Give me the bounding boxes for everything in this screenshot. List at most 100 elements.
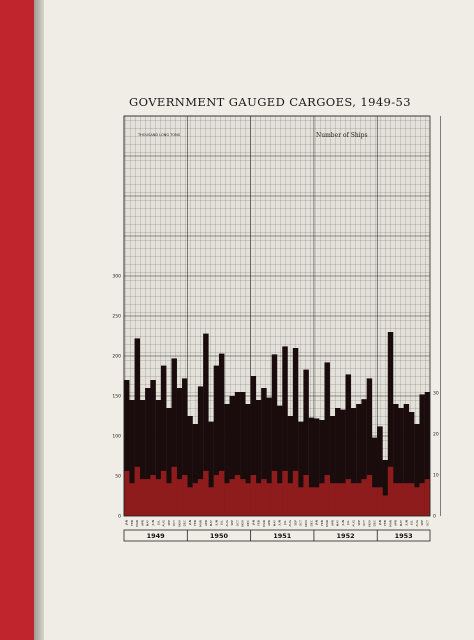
bar-ships xyxy=(319,483,325,516)
year-label: 1951 xyxy=(273,532,292,540)
bar-ships xyxy=(255,483,262,516)
month-label: MAR xyxy=(325,520,329,527)
bar-ships xyxy=(308,487,315,516)
bar-tons xyxy=(208,421,214,516)
month-label: MAR xyxy=(388,520,392,527)
chart-title: GOVERNMENT GAUGED CARGOES, 1949-53 xyxy=(129,95,411,109)
bar-tons xyxy=(282,346,288,516)
bar-tons xyxy=(324,362,330,516)
bar-tons xyxy=(255,400,262,516)
month-label: APR xyxy=(267,520,271,526)
month-label: APR xyxy=(140,520,144,526)
y2-tick-label: 10 xyxy=(433,473,439,479)
year-label: 1952 xyxy=(337,532,355,540)
bar-tons xyxy=(308,417,315,516)
month-labels: JAN FEB MAR APR MAY JUN JUL AUG SEP OCT NOV DEC JAN F… xyxy=(125,519,430,527)
month-label: AUG xyxy=(352,519,356,526)
y-tick-label: 200 xyxy=(112,354,121,360)
bar-tons xyxy=(303,369,309,516)
month-label: JAN xyxy=(315,520,319,526)
bar-ships xyxy=(345,479,352,516)
bar-tons xyxy=(287,416,294,516)
bar-ships xyxy=(203,470,209,516)
bar-ships xyxy=(377,487,383,516)
month-label: SEP xyxy=(420,520,424,526)
month-label: OCT xyxy=(172,520,176,526)
month-label: DEC xyxy=(373,520,377,526)
month-label: NOV xyxy=(177,519,181,527)
bar-tons xyxy=(218,353,225,516)
bar-tons xyxy=(350,408,357,516)
bar-tons xyxy=(298,421,304,516)
bar-ships xyxy=(335,483,341,516)
month-label: JUN xyxy=(404,520,408,526)
bars-ships xyxy=(124,466,431,516)
bar-tons xyxy=(366,378,373,516)
bar-tons xyxy=(176,388,183,516)
bar-ships xyxy=(197,479,204,516)
bar-ships xyxy=(292,470,299,516)
bar-tons xyxy=(134,338,141,516)
bar-ships xyxy=(192,483,199,516)
month-label: JUN xyxy=(214,520,218,526)
bar-tons xyxy=(345,374,352,516)
bar-ships xyxy=(150,475,156,516)
month-label: FEB xyxy=(320,520,324,526)
month-label: JUL xyxy=(346,520,350,526)
month-label: JUN xyxy=(341,520,345,526)
bar-ships xyxy=(361,479,367,516)
bar-tons xyxy=(414,424,420,516)
month-label: JUN xyxy=(151,520,155,526)
y2-tick-label: 30 xyxy=(433,391,439,397)
book-spine xyxy=(0,0,34,640)
y-tick-label: 0 xyxy=(118,514,121,520)
y-axis-ticks: 0 50 100 150 200 250 300 xyxy=(112,274,121,520)
left-axis-label: THOUSAND LONG TONS xyxy=(137,133,181,137)
bar-tons xyxy=(335,408,341,516)
month-label: JAN xyxy=(378,520,382,526)
bar-ships xyxy=(287,483,294,516)
bar-tons xyxy=(377,426,383,516)
y-tick-label: 300 xyxy=(112,274,121,280)
bar-tons xyxy=(340,409,346,516)
month-label: MAR xyxy=(262,520,266,527)
y-tick-label: 250 xyxy=(112,314,121,320)
bar-ships xyxy=(240,479,246,516)
month-label: OCT xyxy=(425,520,429,526)
bar-ships xyxy=(261,479,267,516)
bar-tons xyxy=(313,418,320,516)
month-label: APR xyxy=(330,520,334,526)
bar-tons xyxy=(229,396,235,516)
bar-ships xyxy=(124,470,130,516)
month-label: MAY xyxy=(209,520,213,526)
bar-tons xyxy=(213,365,220,516)
year-label: 1953 xyxy=(395,532,413,540)
bar-ships xyxy=(366,475,373,516)
bar-ships xyxy=(166,483,172,516)
year-box-frame xyxy=(123,529,431,542)
month-label: SEP xyxy=(357,520,361,526)
bar-ships xyxy=(277,483,283,516)
spine-shadow xyxy=(34,0,44,640)
month-label: APR xyxy=(394,520,398,526)
bar-ships xyxy=(356,483,362,516)
bar-ships xyxy=(350,483,357,516)
bar-tons xyxy=(171,358,177,516)
month-label: FEB xyxy=(130,520,134,526)
bar-tons xyxy=(382,460,388,516)
month-label: JUN xyxy=(278,520,282,526)
month-label: NOV xyxy=(304,519,308,527)
bar-tons xyxy=(329,416,336,516)
bars-tons xyxy=(124,332,431,516)
month-label: SEP xyxy=(230,520,234,526)
bar-ships xyxy=(403,483,410,516)
bar-ships xyxy=(298,487,304,516)
chart-frame xyxy=(123,115,431,517)
y-tick-label: 100 xyxy=(112,434,121,440)
bar-ships xyxy=(271,470,278,516)
month-label: FEB xyxy=(193,520,197,526)
bar-ships xyxy=(282,470,288,516)
month-label: DEC xyxy=(309,520,313,526)
y-tick-label: 50 xyxy=(115,474,121,480)
